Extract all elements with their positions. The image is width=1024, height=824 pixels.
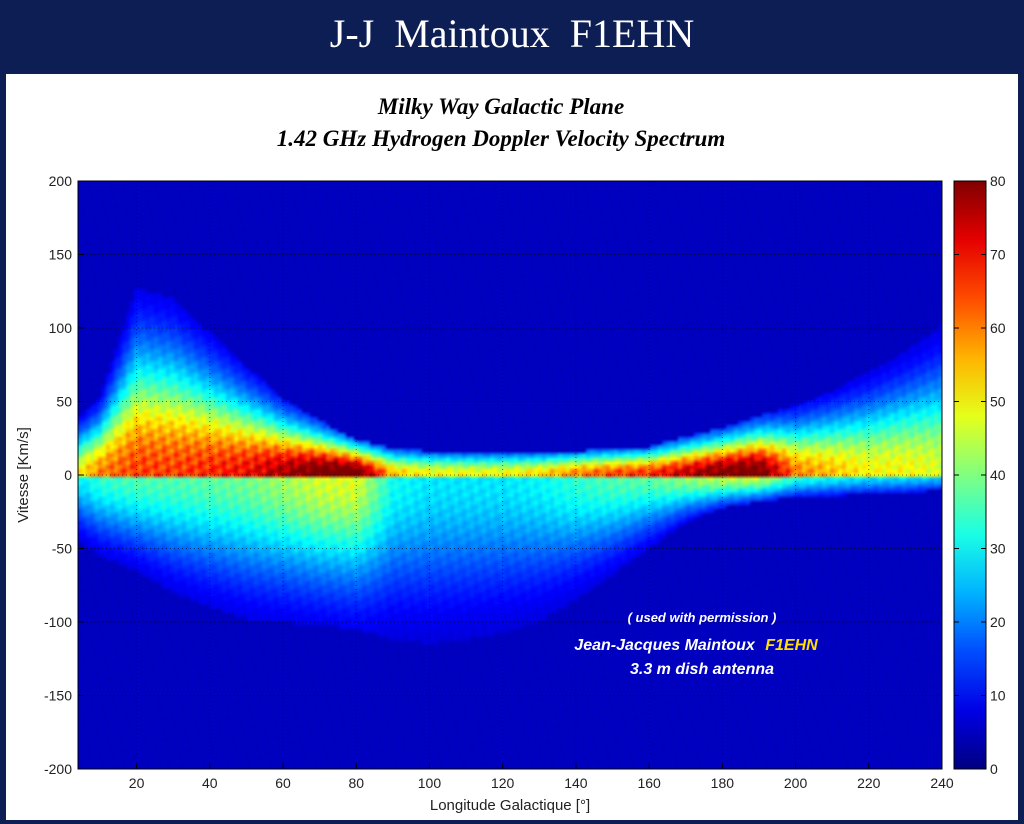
x-tick-label: 40	[202, 775, 218, 791]
header-title: J-J Maintoux F1EHN	[329, 11, 695, 56]
y-tick-label: 50	[56, 394, 72, 410]
y-axis-label: Vitesse [Km/s]	[15, 427, 32, 523]
x-tick-label: 80	[348, 775, 364, 791]
header-bar: J-J Maintoux F1EHN	[0, 0, 1024, 74]
x-axis-label: Longitude Galactique [°]	[430, 797, 590, 814]
y-tick-label: -150	[44, 688, 72, 704]
colorbar-tick-label: 20	[990, 614, 1006, 630]
x-tick-label: 160	[637, 775, 661, 791]
colorbar-tick-label: 10	[990, 688, 1006, 704]
colorbar-tick-label: 0	[990, 761, 998, 777]
x-tick-label: 180	[711, 775, 735, 791]
chart-title-line-2: 1.42 GHz Hydrogen Doppler Velocity Spect…	[277, 126, 725, 151]
x-tick-label: 20	[129, 775, 145, 791]
annotation-antenna: 3.3 m dish antenna	[630, 661, 774, 678]
colorbar-tick-label: 60	[990, 320, 1006, 336]
y-axis: 200 150 100 50 0 -50 -100 -150 -200	[44, 173, 84, 777]
colorbar-tick-label: 70	[990, 247, 1006, 263]
y-tick-label: 0	[64, 467, 72, 483]
x-tick-label: 220	[857, 775, 881, 791]
colorbar-tick-label: 30	[990, 541, 1006, 557]
colorbar-tick-label: 40	[990, 467, 1006, 483]
x-tick-label: 200	[784, 775, 808, 791]
x-tick-label: 60	[275, 775, 291, 791]
annotation-call: F1EHN	[765, 637, 818, 654]
annotation-author: Jean-Jacques Maintoux F1EHN	[574, 637, 818, 654]
grid-lines	[78, 181, 942, 769]
spectrum-chart: Milky Way Galactic Plane 1.42 GHz Hydrog…	[15, 94, 1006, 814]
y-tick-label: -50	[52, 541, 72, 557]
annotation-permission: ( used with permission )	[628, 610, 777, 625]
x-tick-label: 140	[564, 775, 588, 791]
y-tick-label: -100	[44, 614, 72, 630]
colorbar-tick-label: 50	[990, 394, 1006, 410]
y-tick-label: 150	[49, 247, 73, 263]
annotation-name: Jean-Jacques Maintoux	[574, 637, 756, 654]
figure-panel: Milky Way Galactic Plane 1.42 GHz Hydrog…	[6, 74, 1018, 820]
x-tick-label: 100	[418, 775, 442, 791]
x-tick-label: 120	[491, 775, 515, 791]
annotation: ( used with permission ) Jean-Jacques Ma…	[574, 610, 818, 678]
y-tick-label: 100	[49, 320, 73, 336]
colorbar-ticks: 80 70 60 50 40 30 20 10 0	[954, 173, 1006, 777]
colorbar-tick-label: 80	[990, 173, 1006, 189]
chart-title: Milky Way Galactic Plane 1.42 GHz Hydrog…	[277, 94, 725, 151]
chart-title-line-1: Milky Way Galactic Plane	[377, 94, 624, 119]
y-tick-label: -200	[44, 761, 72, 777]
x-tick-label: 240	[930, 775, 954, 791]
x-axis: 20 40 60 80 100 120 140 160 180 200 220 240	[129, 763, 954, 791]
y-tick-label: 200	[49, 173, 73, 189]
